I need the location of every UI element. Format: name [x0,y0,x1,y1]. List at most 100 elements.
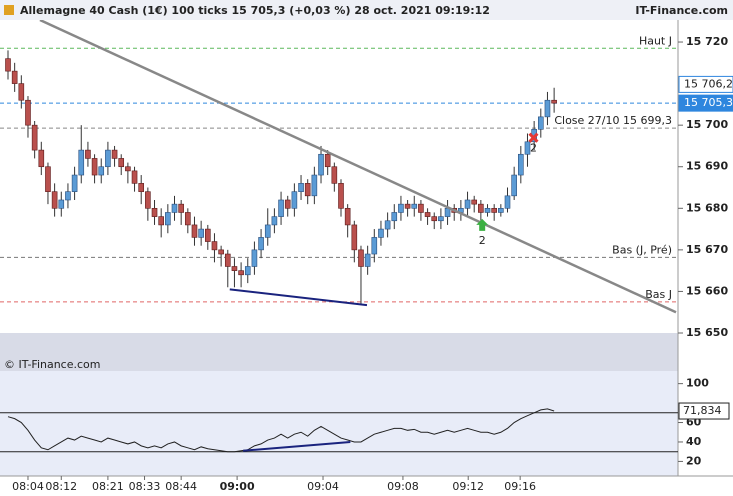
logo-icon [4,5,14,15]
candle-body [544,99,551,118]
candle-body [391,212,398,222]
candle-body [78,149,85,176]
candle-body [278,199,284,217]
watermark: © IT-Finance.com [4,358,101,371]
candle-body [111,149,118,159]
candle-body [105,149,111,168]
rsi-divergence [243,440,351,452]
buy-arrow [476,218,489,231]
candle-body [91,158,98,176]
candle-body [491,207,497,213]
candle-body [478,203,484,213]
candle-body [344,207,351,226]
price-box-label: 15 705,3 [684,96,733,109]
candle-body [271,216,278,226]
candle-body [404,203,411,209]
candle-body [251,249,258,267]
candle-body [484,207,491,213]
candle-body [358,249,364,267]
candle-body [45,166,51,192]
candle-body [231,266,238,271]
level-label: Bas J [645,288,672,301]
x-tick-label: 09:12 [452,480,484,493]
candle-body [318,153,324,176]
candle-body [551,99,557,104]
candle-body [424,212,431,217]
candle-body [524,141,531,155]
price-box-label: 15 706,2 [684,77,733,90]
candle-body [504,195,511,209]
candle-body [65,191,71,201]
candle-body [71,174,78,192]
price-box [678,75,733,93]
candle-body [384,220,391,230]
candle-body [218,249,224,255]
candle-body [158,216,164,226]
x-tick-label: 09:08 [387,480,419,493]
y-tick-label: 15 700 [686,118,728,131]
candle-body [238,270,244,276]
x-tick-label: 09:16 [504,480,536,493]
sell-cross [528,132,539,143]
candle-body [511,174,517,197]
candle-body [537,116,544,130]
candle-body [25,99,31,126]
candle-body [191,224,198,238]
candle-body [131,170,138,184]
rsi-tick-label: 20 [686,454,702,467]
candle-body [224,253,231,267]
candle-body [418,203,424,213]
candle-body [98,166,105,176]
candle-body [444,207,451,217]
rsi-line [7,408,555,453]
candle-body [258,237,264,251]
candle-body [471,199,478,205]
y-tick-label: 15 670 [686,243,728,256]
signal-label: 2 [479,234,486,247]
candle-body [178,203,184,213]
y-tick-label: 15 690 [686,160,728,173]
candle-body [311,174,318,197]
x-tick-label: 08:12 [45,480,77,493]
candle-body [58,199,65,209]
candle-body [125,166,131,172]
candle-body [85,149,91,159]
candle-body [264,224,271,238]
candle-body [18,83,25,101]
candle-body [338,183,344,209]
candle-body [371,237,378,255]
rsi-value-label: 71,834 [683,404,722,417]
source: IT-Finance.com [635,4,728,17]
candle-body [518,153,524,176]
trendline [39,20,677,314]
candle-body [411,203,418,209]
candle-body [151,207,158,217]
candle-body [165,212,171,226]
candle-body [398,203,404,213]
candle-body [284,199,291,209]
candle-body [185,212,191,226]
candle-body [198,228,204,238]
y-tick-label: 15 720 [686,35,728,48]
candle-body [291,191,298,209]
level-label: Bas (J, Pré) [612,243,672,256]
candle-body [351,224,358,251]
candle-body [438,216,444,222]
candle-body [304,183,311,197]
candle-body [138,183,144,192]
x-tick-label: 08:44 [165,480,197,493]
candle-body [431,216,438,222]
candle-body [244,266,251,276]
y-tick-label: 15 680 [686,201,728,214]
candle-body [378,228,384,238]
signal-label: 2 [530,142,537,155]
rsi-value-box [678,402,730,420]
candle-body [5,58,11,72]
x-tick-label: 08:33 [129,480,161,493]
candle-body [11,70,18,84]
divergence-line [229,288,368,307]
candle-body [498,207,504,213]
candle-body [31,124,38,151]
candle-body [324,153,331,168]
